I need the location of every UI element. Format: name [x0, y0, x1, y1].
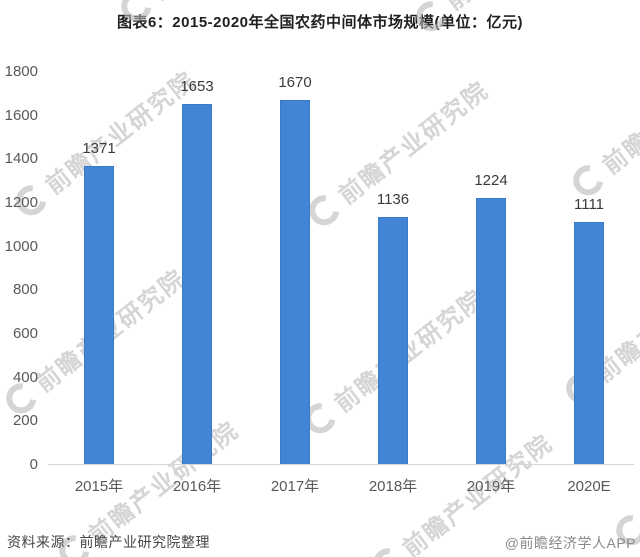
watermark-text: 前瞻产业研究院	[330, 284, 491, 418]
bar	[84, 165, 114, 465]
y-tick-label: 800	[12, 281, 38, 299]
bar	[476, 197, 506, 465]
bar-value-label: 1670	[278, 74, 312, 92]
y-tick-label: 1400	[4, 150, 38, 168]
bar-value-label: 1111	[573, 196, 605, 214]
y-tick-label: 400	[12, 368, 38, 386]
watermark-logo-icon	[366, 541, 409, 557]
chart-title: 图表6：2015-2020年全国农药中间体市场规模(单位：亿元)	[116, 14, 524, 31]
bar	[182, 104, 212, 465]
y-tick-label: 1800	[4, 63, 38, 80]
watermark-text: 前瞻产业研究院	[334, 76, 495, 210]
bar	[280, 100, 310, 465]
x-tick-label: 2018年	[368, 478, 418, 495]
x-tick-label: 2020E	[567, 478, 611, 495]
y-tick-label: 0	[29, 456, 38, 473]
y-tick-label: 600	[12, 325, 38, 342]
credit-note: @前瞻经济学人APP	[504, 535, 636, 551]
bar-value-label: 1136	[376, 190, 410, 208]
watermark-text: 前瞻产业研究院	[142, 0, 307, 7]
y-tick-label: 1000	[4, 237, 38, 255]
watermark-text: 前瞻产业研究院	[598, 46, 640, 180]
bar	[378, 216, 408, 465]
y-tick-label: 1600	[4, 106, 38, 124]
source-note: 资料来源：前瞻产业研究院整理	[7, 534, 210, 550]
x-axis-line	[48, 464, 634, 465]
watermark: 前瞻产业研究院	[608, 391, 640, 553]
x-tick-label: 2017年	[270, 478, 320, 495]
bar-value-label: 1371	[82, 139, 116, 157]
x-tick-label: 2016年	[172, 478, 222, 495]
y-tick-label: 200	[12, 412, 38, 430]
watermark-logo-icon	[566, 158, 609, 201]
x-tick-label: 2015年	[74, 478, 124, 495]
y-tick-label: 1200	[4, 194, 38, 211]
bar-value-label: 1653	[180, 78, 214, 96]
watermark: 前瞻产业研究院	[565, 41, 640, 203]
x-tick-label: 2019年	[466, 478, 516, 495]
bar	[574, 222, 604, 465]
bar-value-label: 1224	[474, 171, 508, 189]
